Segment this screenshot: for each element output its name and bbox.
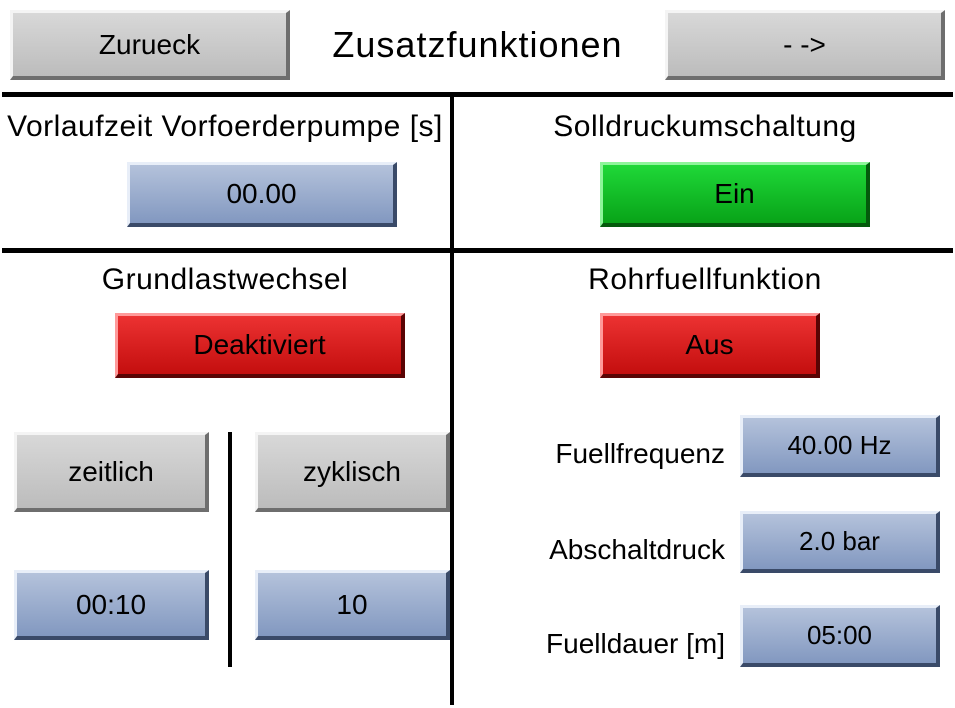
grundlast-label: Grundlastwechsel — [0, 263, 450, 297]
back-button[interactable]: Zurueck — [10, 10, 290, 80]
fuellfrequenz-label: Fuellfrequenz — [455, 438, 725, 470]
page-title: Zusatzfunktionen — [290, 24, 665, 66]
divider-h2 — [2, 248, 953, 253]
zeitlich-value-button[interactable]: 00:10 — [14, 570, 209, 640]
solldruck-label: Solldruckumschaltung — [455, 110, 955, 144]
rohrfuell-state-button[interactable]: Aus — [600, 313, 820, 378]
header-bar: Zurueck Zusatzfunktionen - -> — [0, 0, 955, 90]
divider-v2 — [228, 432, 232, 667]
rohrfuell-label: Rohrfuellfunktion — [455, 263, 955, 297]
vorlaufzeit-value-button[interactable]: 00.00 — [127, 162, 397, 227]
fuellfrequenz-value-button[interactable]: 40.00 Hz — [740, 415, 940, 477]
abschaltdruck-value-button[interactable]: 2.0 bar — [740, 511, 940, 573]
next-button[interactable]: - -> — [665, 10, 945, 80]
screen-root: Zurueck Zusatzfunktionen - -> Vorlaufzei… — [0, 0, 955, 708]
divider-h1 — [2, 92, 953, 97]
mode-zeitlich-button[interactable]: zeitlich — [14, 432, 209, 512]
zyklisch-value-button[interactable]: 10 — [255, 570, 450, 640]
abschaltdruck-label: Abschaltdruck — [455, 534, 725, 566]
divider-v1 — [450, 95, 454, 705]
mode-zyklisch-button[interactable]: zyklisch — [255, 432, 450, 512]
fuelldauer-label: Fuelldauer [m] — [455, 628, 725, 660]
fuelldauer-value-button[interactable]: 05:00 — [740, 605, 940, 667]
grundlast-state-button[interactable]: Deaktiviert — [115, 313, 405, 378]
vorlaufzeit-label: Vorlaufzeit Vorfoerderpumpe [s] — [0, 110, 450, 144]
solldruck-state-button[interactable]: Ein — [600, 162, 870, 227]
